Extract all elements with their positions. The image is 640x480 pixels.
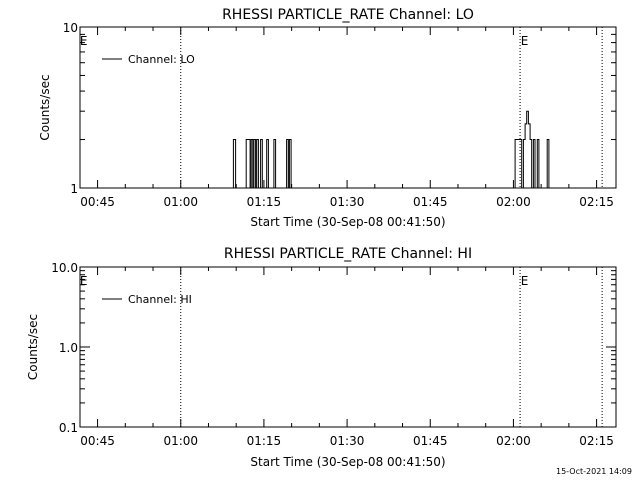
y-axis-label: Counts/sec [26,314,40,380]
x-tick-label: 00:45 [80,195,115,209]
y-tick-label: 1 [70,182,78,196]
x-axis-label: Start Time (30-Sep-08 00:41:50) [250,215,445,229]
chart-title: RHESSI PARTICLE_RATE Channel: LO [222,7,474,23]
event-marker-label: E [80,34,88,48]
x-axis-label: Start Time (30-Sep-08 00:41:50) [250,455,445,469]
x-tick-label: 01:15 [247,434,282,448]
footer-timestamp: 15-Oct-2021 14:09 [556,467,632,476]
y-tick-label: 1.0 [59,341,78,355]
x-tick-label: 01:00 [163,434,198,448]
x-tick-label: 02:00 [496,434,531,448]
chart-title: RHESSI PARTICLE_RATE Channel: HI [224,246,472,262]
y-tick-label: 10 [63,21,78,35]
x-tick-label: 00:45 [80,434,115,448]
y-axis-label: Counts/sec [38,74,52,140]
x-tick-label: 01:45 [413,195,448,209]
x-tick-label: 02:00 [496,195,531,209]
event-marker-label: E [80,274,88,288]
x-tick-label: 01:15 [247,195,282,209]
x-tick-label: 01:45 [413,434,448,448]
series-line-1 [230,110,550,189]
x-tick-label: 01:30 [330,434,365,448]
x-tick-label: 02:15 [579,434,614,448]
x-tick-label: 01:30 [330,195,365,209]
y-tick-label: 0.1 [59,421,78,435]
plot-frame [79,266,617,428]
chart-panel-1: RHESSI PARTICLE_RATE Channel: LO Start Ti… [38,7,617,229]
legend-entry: Channel: HI [128,293,192,306]
x-tick-label: 01:00 [163,195,198,209]
y-tick-label: 10.0 [51,261,78,275]
chart-panel-2: RHESSI PARTICLE_RATE Channel: HI Start Ti… [26,246,617,469]
legend-entry: Channel: LO [128,53,195,66]
plot-frame [79,26,617,189]
event-marker-label: E [521,34,529,48]
event-marker-label: E [521,274,529,288]
x-tick-label: 02:15 [579,195,614,209]
